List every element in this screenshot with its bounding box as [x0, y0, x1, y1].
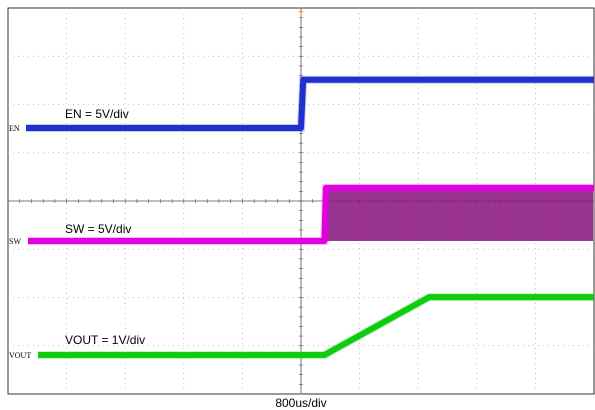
vout-trace: [38, 294, 594, 358]
vout-trace-noise: [38, 293, 594, 359]
en-channel-marker: EN: [9, 124, 20, 133]
vout-scale-label: VOUT = 1V/div: [65, 333, 145, 347]
sw-trace: [28, 184, 594, 244]
trigger-marker: T: [298, 10, 304, 20]
sw-trace-noise: [28, 183, 594, 245]
en-trace: [26, 76, 594, 131]
x-axis-label: 800us/div: [275, 396, 326, 410]
en-scale-label: EN = 5V/div: [65, 107, 129, 121]
traces: [26, 75, 594, 359]
en-trace-noise: [26, 75, 594, 132]
vout-channel-marker: VOUT: [9, 351, 31, 360]
sw-scale-label: SW = 5V/div: [65, 222, 131, 236]
sw-channel-marker: SW: [9, 237, 21, 246]
sw-switching-burst: [325, 187, 593, 241]
